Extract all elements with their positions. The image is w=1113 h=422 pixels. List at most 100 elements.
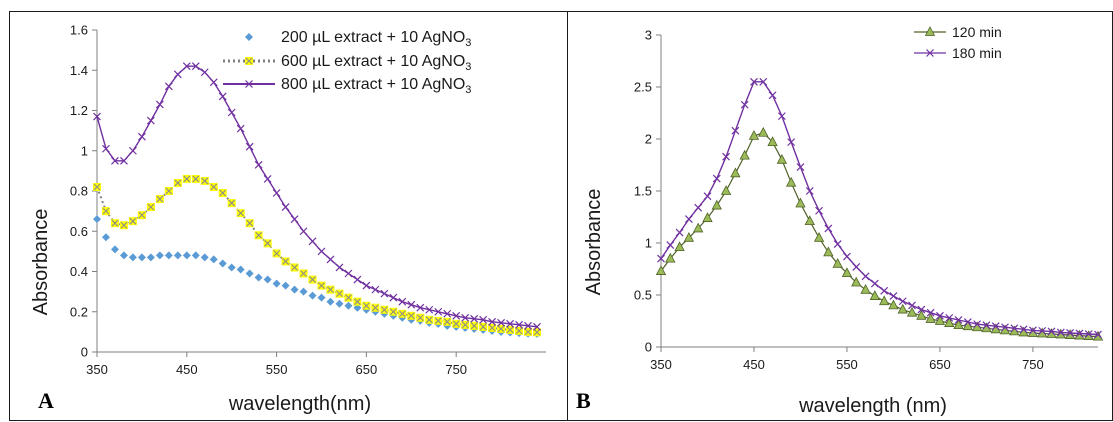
data-point-41 (461, 313, 470, 322)
data-point-2 (110, 245, 119, 254)
data-point-32 (953, 319, 964, 330)
data-point-18 (254, 160, 263, 169)
data-point-3 (119, 251, 128, 260)
data-point-47 (515, 320, 523, 329)
data-point-3 (683, 231, 695, 242)
data-point-cross-36 (416, 314, 424, 322)
data-point-cross-4 (129, 217, 137, 225)
data-point-43 (1056, 328, 1065, 337)
data-point-cross-32 (380, 306, 388, 314)
legend-item-3: 800 µL extract + 10 AgNO3 (223, 76, 471, 96)
data-point-24 (308, 237, 317, 246)
data-point-25 (889, 292, 898, 300)
y-tick-label: 3 (645, 28, 652, 43)
series-2 (657, 77, 1102, 339)
y-axis-title: Absorbance (30, 209, 52, 316)
data-point-legend (245, 33, 253, 41)
data-point-cross-6 (147, 203, 155, 211)
data-point-cross-48 (524, 328, 532, 336)
data-point-cross-40 (452, 320, 460, 328)
data-point-20 (841, 267, 853, 278)
data-point-10 (182, 251, 191, 260)
data-point-22 (861, 272, 870, 281)
data-point-49 (533, 322, 541, 331)
data-point-1 (102, 144, 110, 153)
data-point-14 (218, 259, 227, 268)
y-tick-label: 0 (81, 345, 88, 360)
data-point-17 (245, 269, 254, 278)
legend-label: 800 µL extract + 10 AgNO3 (281, 76, 471, 96)
data-point-cross-30 (363, 302, 370, 310)
data-point-34 (398, 297, 407, 306)
data-point-cross-13 (210, 183, 218, 191)
data-point-13 (777, 112, 786, 121)
data-point-27 (908, 301, 916, 310)
legend-label: 200 µL extract + 10 AgNO3 (281, 29, 471, 49)
data-point-10 (182, 62, 191, 71)
data-point-12 (768, 91, 777, 100)
data-point-legend (924, 26, 936, 36)
data-point-23 (299, 227, 308, 236)
data-point-39 (443, 309, 452, 318)
data-point-33 (962, 320, 973, 331)
data-point-40 (452, 311, 461, 320)
data-point-9 (173, 251, 182, 260)
data-point-11 (758, 126, 769, 137)
data-point-29 (353, 275, 362, 284)
data-point-cross-47 (515, 327, 523, 335)
data-point-31 (944, 317, 955, 327)
data-point-cross-17 (246, 219, 254, 227)
legend-label: 180 min (952, 45, 1002, 61)
data-point-24 (878, 295, 890, 306)
data-point-0 (657, 254, 665, 263)
legend: 120 min 180 min (914, 24, 1002, 61)
x-tick-label: 650 (356, 362, 378, 377)
data-point-44 (488, 317, 497, 326)
data-point-8 (730, 167, 741, 178)
data-point-17 (815, 206, 823, 215)
y-tick-label: 1.4 (70, 63, 88, 78)
data-point-6 (712, 174, 721, 183)
data-point-10 (750, 77, 758, 86)
data-point-19 (263, 175, 272, 183)
data-point-31 (371, 285, 380, 294)
data-point-5 (137, 253, 146, 262)
data-point-cross-46 (506, 326, 514, 334)
data-point-4 (694, 203, 703, 212)
data-point-20 (272, 189, 281, 197)
data-point-22 (290, 215, 299, 224)
data-point-cross-5 (138, 211, 146, 219)
data-point-31 (945, 313, 954, 322)
data-point-11 (191, 251, 200, 260)
y-tick-label: 1.5 (634, 184, 652, 199)
data-point-1 (101, 233, 110, 242)
data-point-30 (934, 315, 946, 325)
data-point-7 (720, 185, 732, 195)
data-point-cross-16 (237, 209, 245, 217)
data-point-16 (804, 215, 815, 226)
data-point-43 (479, 315, 488, 324)
data-point-17 (245, 142, 254, 151)
data-point-cross-24 (309, 276, 316, 283)
data-point-45 (1074, 329, 1085, 340)
data-point-cross-11 (192, 175, 200, 183)
data-point-cross-28 (345, 294, 352, 302)
data-point-cross-8 (165, 187, 173, 195)
data-point-cross-37 (425, 316, 433, 324)
data-point-9 (173, 70, 182, 79)
data-point-28 (344, 301, 353, 310)
chart-panel-a: 0 0.2 0.4 0.6 0.8 1 1.2 1.4 1.6 350 450 550 650 750 Ab… (9, 11, 568, 421)
data-point-26 (897, 303, 908, 314)
legend-subscript: 3 (465, 61, 471, 73)
data-point-11 (759, 77, 768, 86)
y-tick-label: 0 (645, 340, 652, 355)
data-point-14 (787, 138, 796, 147)
data-point-2 (674, 241, 685, 252)
data-point-23 (869, 290, 881, 300)
data-point-27 (906, 306, 918, 317)
data-point-24 (308, 291, 317, 300)
data-point-38 (1010, 324, 1019, 333)
data-point-40 (1028, 326, 1037, 335)
data-point-16 (236, 124, 245, 133)
data-point-cross-12 (201, 177, 209, 185)
